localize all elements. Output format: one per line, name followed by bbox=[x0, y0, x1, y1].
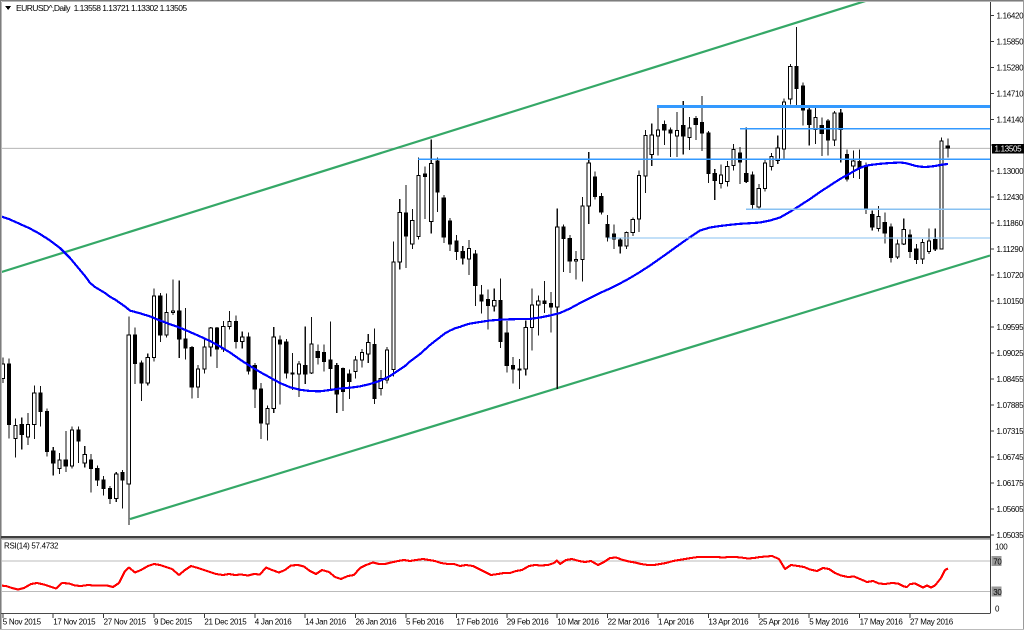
svg-text:25 Apr 2016: 25 Apr 2016 bbox=[759, 617, 800, 626]
svg-text:1.15280: 1.15280 bbox=[997, 63, 1024, 72]
svg-text:17 Nov 2015: 17 Nov 2015 bbox=[53, 617, 96, 626]
svg-text:26 Jan 2016: 26 Jan 2016 bbox=[356, 617, 398, 626]
svg-text:5 Feb 2016: 5 Feb 2016 bbox=[406, 617, 444, 626]
svg-text:1.10150: 1.10150 bbox=[997, 297, 1024, 306]
svg-text:1.15850: 1.15850 bbox=[997, 37, 1024, 46]
svg-text:21 Dec 2015: 21 Dec 2015 bbox=[204, 617, 247, 626]
svg-text:1.14140: 1.14140 bbox=[997, 115, 1024, 124]
svg-text:27 Nov 2015: 27 Nov 2015 bbox=[104, 617, 147, 626]
svg-text:1.13505: 1.13505 bbox=[995, 145, 1023, 154]
svg-text:17 May 2016: 17 May 2016 bbox=[860, 617, 904, 626]
svg-text:1.09595: 1.09595 bbox=[997, 323, 1024, 332]
svg-text:100: 100 bbox=[995, 543, 1008, 552]
svg-text:70: 70 bbox=[993, 558, 1002, 567]
svg-text:0: 0 bbox=[995, 604, 1000, 613]
svg-text:9 Dec 2015: 9 Dec 2015 bbox=[154, 617, 193, 626]
svg-text:1.05035: 1.05035 bbox=[997, 531, 1024, 540]
svg-text:1.13000: 1.13000 bbox=[997, 167, 1024, 176]
svg-text:5 May 2016: 5 May 2016 bbox=[809, 617, 849, 626]
svg-text:1.07885: 1.07885 bbox=[997, 401, 1024, 410]
svg-text:14 Jan 2016: 14 Jan 2016 bbox=[305, 617, 347, 626]
svg-text:1.11290: 1.11290 bbox=[997, 245, 1024, 254]
svg-text:1.10720: 1.10720 bbox=[997, 271, 1024, 280]
svg-text:22 Mar 2016: 22 Mar 2016 bbox=[608, 617, 650, 626]
svg-text:29 Feb 2016: 29 Feb 2016 bbox=[507, 617, 549, 626]
svg-text:1.09025: 1.09025 bbox=[997, 349, 1024, 358]
svg-text:1 Apr 2016: 1 Apr 2016 bbox=[658, 617, 695, 626]
svg-text:EURUSD^,Daily 1.13558 1.13721: EURUSD^,Daily 1.13558 1.13721 1.13302 1.… bbox=[16, 3, 187, 13]
svg-text:5 Nov 2015: 5 Nov 2015 bbox=[3, 617, 42, 626]
svg-text:RSI(14) 57.4732: RSI(14) 57.4732 bbox=[4, 542, 59, 551]
svg-text:13 Apr 2016: 13 Apr 2016 bbox=[708, 617, 749, 626]
svg-text:30: 30 bbox=[993, 588, 1002, 597]
svg-text:1.06745: 1.06745 bbox=[997, 453, 1024, 462]
svg-text:1.11860: 1.11860 bbox=[997, 219, 1024, 228]
svg-text:27 May 2016: 27 May 2016 bbox=[910, 617, 954, 626]
svg-text:1.06175: 1.06175 bbox=[997, 479, 1024, 488]
svg-text:1.12430: 1.12430 bbox=[997, 193, 1024, 202]
svg-text:4 Jan 2016: 4 Jan 2016 bbox=[255, 617, 292, 626]
svg-text:10 Mar 2016: 10 Mar 2016 bbox=[557, 617, 599, 626]
svg-text:1.08455: 1.08455 bbox=[997, 375, 1024, 384]
svg-text:17 Feb 2016: 17 Feb 2016 bbox=[456, 617, 498, 626]
svg-text:1.16420: 1.16420 bbox=[997, 11, 1024, 20]
svg-text:1.14710: 1.14710 bbox=[997, 89, 1024, 98]
svg-text:1.07315: 1.07315 bbox=[997, 427, 1024, 436]
svg-text:1.05605: 1.05605 bbox=[997, 505, 1024, 514]
